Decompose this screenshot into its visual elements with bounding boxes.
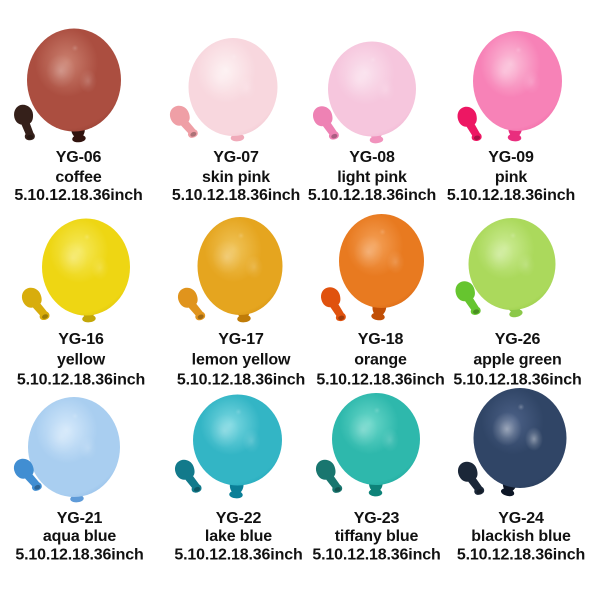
svg-text:YG-21: YG-21 [57,510,103,527]
svg-text:blackish blue: blackish blue [471,528,571,545]
svg-text:5.10.12.18.36inch: 5.10.12.18.36inch [14,187,142,204]
svg-text:lake blue: lake blue [205,528,272,545]
svg-text:5.10.12.18.36inch: 5.10.12.18.36inch [308,187,436,204]
svg-text:5.10.12.18.36inch: 5.10.12.18.36inch [15,547,143,564]
svg-text:YG-07: YG-07 [213,149,259,166]
svg-text:coffee: coffee [55,169,101,186]
svg-text:5.10.12.18.36inch: 5.10.12.18.36inch [457,547,585,564]
svg-text:apple green: apple green [473,352,561,369]
svg-text:skin pink: skin pink [202,169,270,186]
svg-text:YG-22: YG-22 [216,510,262,527]
svg-text:5.10.12.18.36inch: 5.10.12.18.36inch [174,547,302,564]
svg-text:5.10.12.18.36inch: 5.10.12.18.36inch [177,372,305,389]
svg-text:YG-24: YG-24 [498,510,544,527]
svg-text:YG-08: YG-08 [349,149,395,166]
svg-text:5.10.12.18.36inch: 5.10.12.18.36inch [312,547,440,564]
svg-text:YG-17: YG-17 [218,331,264,348]
svg-text:tiffany blue: tiffany blue [335,528,419,545]
svg-text:YG-16: YG-16 [58,331,104,348]
svg-text:YG-06: YG-06 [56,149,102,166]
svg-text:5.10.12.18.36inch: 5.10.12.18.36inch [17,372,145,389]
svg-text:YG-18: YG-18 [358,331,404,348]
svg-text:5.10.12.18.36inch: 5.10.12.18.36inch [447,187,575,204]
svg-text:YG-09: YG-09 [488,149,534,166]
svg-text:5.10.12.18.36inch: 5.10.12.18.36inch [453,372,581,389]
svg-text:yellow: yellow [57,352,106,369]
svg-text:5.10.12.18.36inch: 5.10.12.18.36inch [316,372,444,389]
svg-text:light pink: light pink [337,169,407,186]
svg-text:lemon yellow: lemon yellow [192,352,291,369]
svg-text:5.10.12.18.36inch: 5.10.12.18.36inch [172,187,300,204]
svg-text:YG-23: YG-23 [354,510,400,527]
svg-text:orange: orange [354,352,407,369]
svg-text:YG-26: YG-26 [495,331,541,348]
svg-text:aqua blue: aqua blue [43,528,117,545]
svg-text:pink: pink [495,169,528,186]
